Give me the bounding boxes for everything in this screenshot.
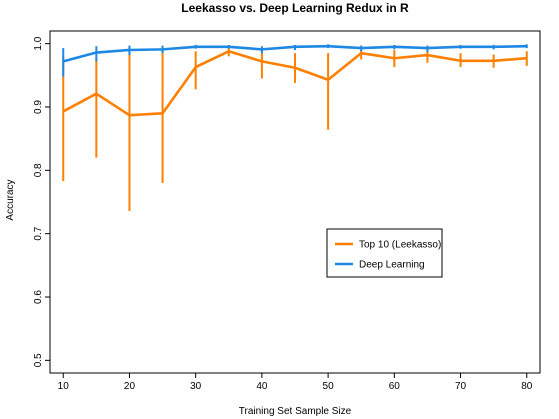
- x-axis-label: Training Set Sample Size: [239, 406, 352, 417]
- y-tick-label: 0.6: [33, 290, 44, 304]
- x-tick-label: 50: [323, 381, 335, 392]
- series-lines: [62, 44, 527, 117]
- series-line-deep-learning: [62, 44, 527, 63]
- x-tick-label: 30: [190, 381, 202, 392]
- legend: Top 10 (Leekasso) Deep Learning: [326, 228, 443, 278]
- series-line-leekasso: [62, 49, 527, 117]
- y-tick-label: 0.8: [33, 163, 44, 177]
- plot-frame: [49, 30, 541, 374]
- x-tick-label: 80: [521, 381, 533, 392]
- legend-box: [326, 228, 443, 278]
- y-tick-label: 0.9: [33, 100, 44, 114]
- x-tick-label: 70: [455, 381, 467, 392]
- x-tick-label: 10: [58, 381, 70, 392]
- x-tick-label: 20: [124, 381, 136, 392]
- y-tick-label: 0.7: [33, 226, 44, 240]
- x-tick-label: 40: [256, 381, 268, 392]
- legend-label: Top 10 (Leekasso): [359, 240, 441, 251]
- x-axis: 10 20 30 40 50 60 70 80: [58, 373, 533, 392]
- x-tick-label: 60: [389, 381, 401, 392]
- y-tick-label: 0.5: [33, 353, 44, 367]
- legend-label: Deep Learning: [359, 260, 425, 271]
- error-bars: [62, 44, 528, 211]
- chart-title: Leekasso vs. Deep Learning Redux in R: [181, 1, 409, 15]
- y-tick-label: 1.0: [33, 36, 44, 50]
- y-axis: 0.5 0.6 0.7 0.8 0.9 1.0: [33, 36, 50, 367]
- y-axis-label: Accuracy: [5, 179, 16, 220]
